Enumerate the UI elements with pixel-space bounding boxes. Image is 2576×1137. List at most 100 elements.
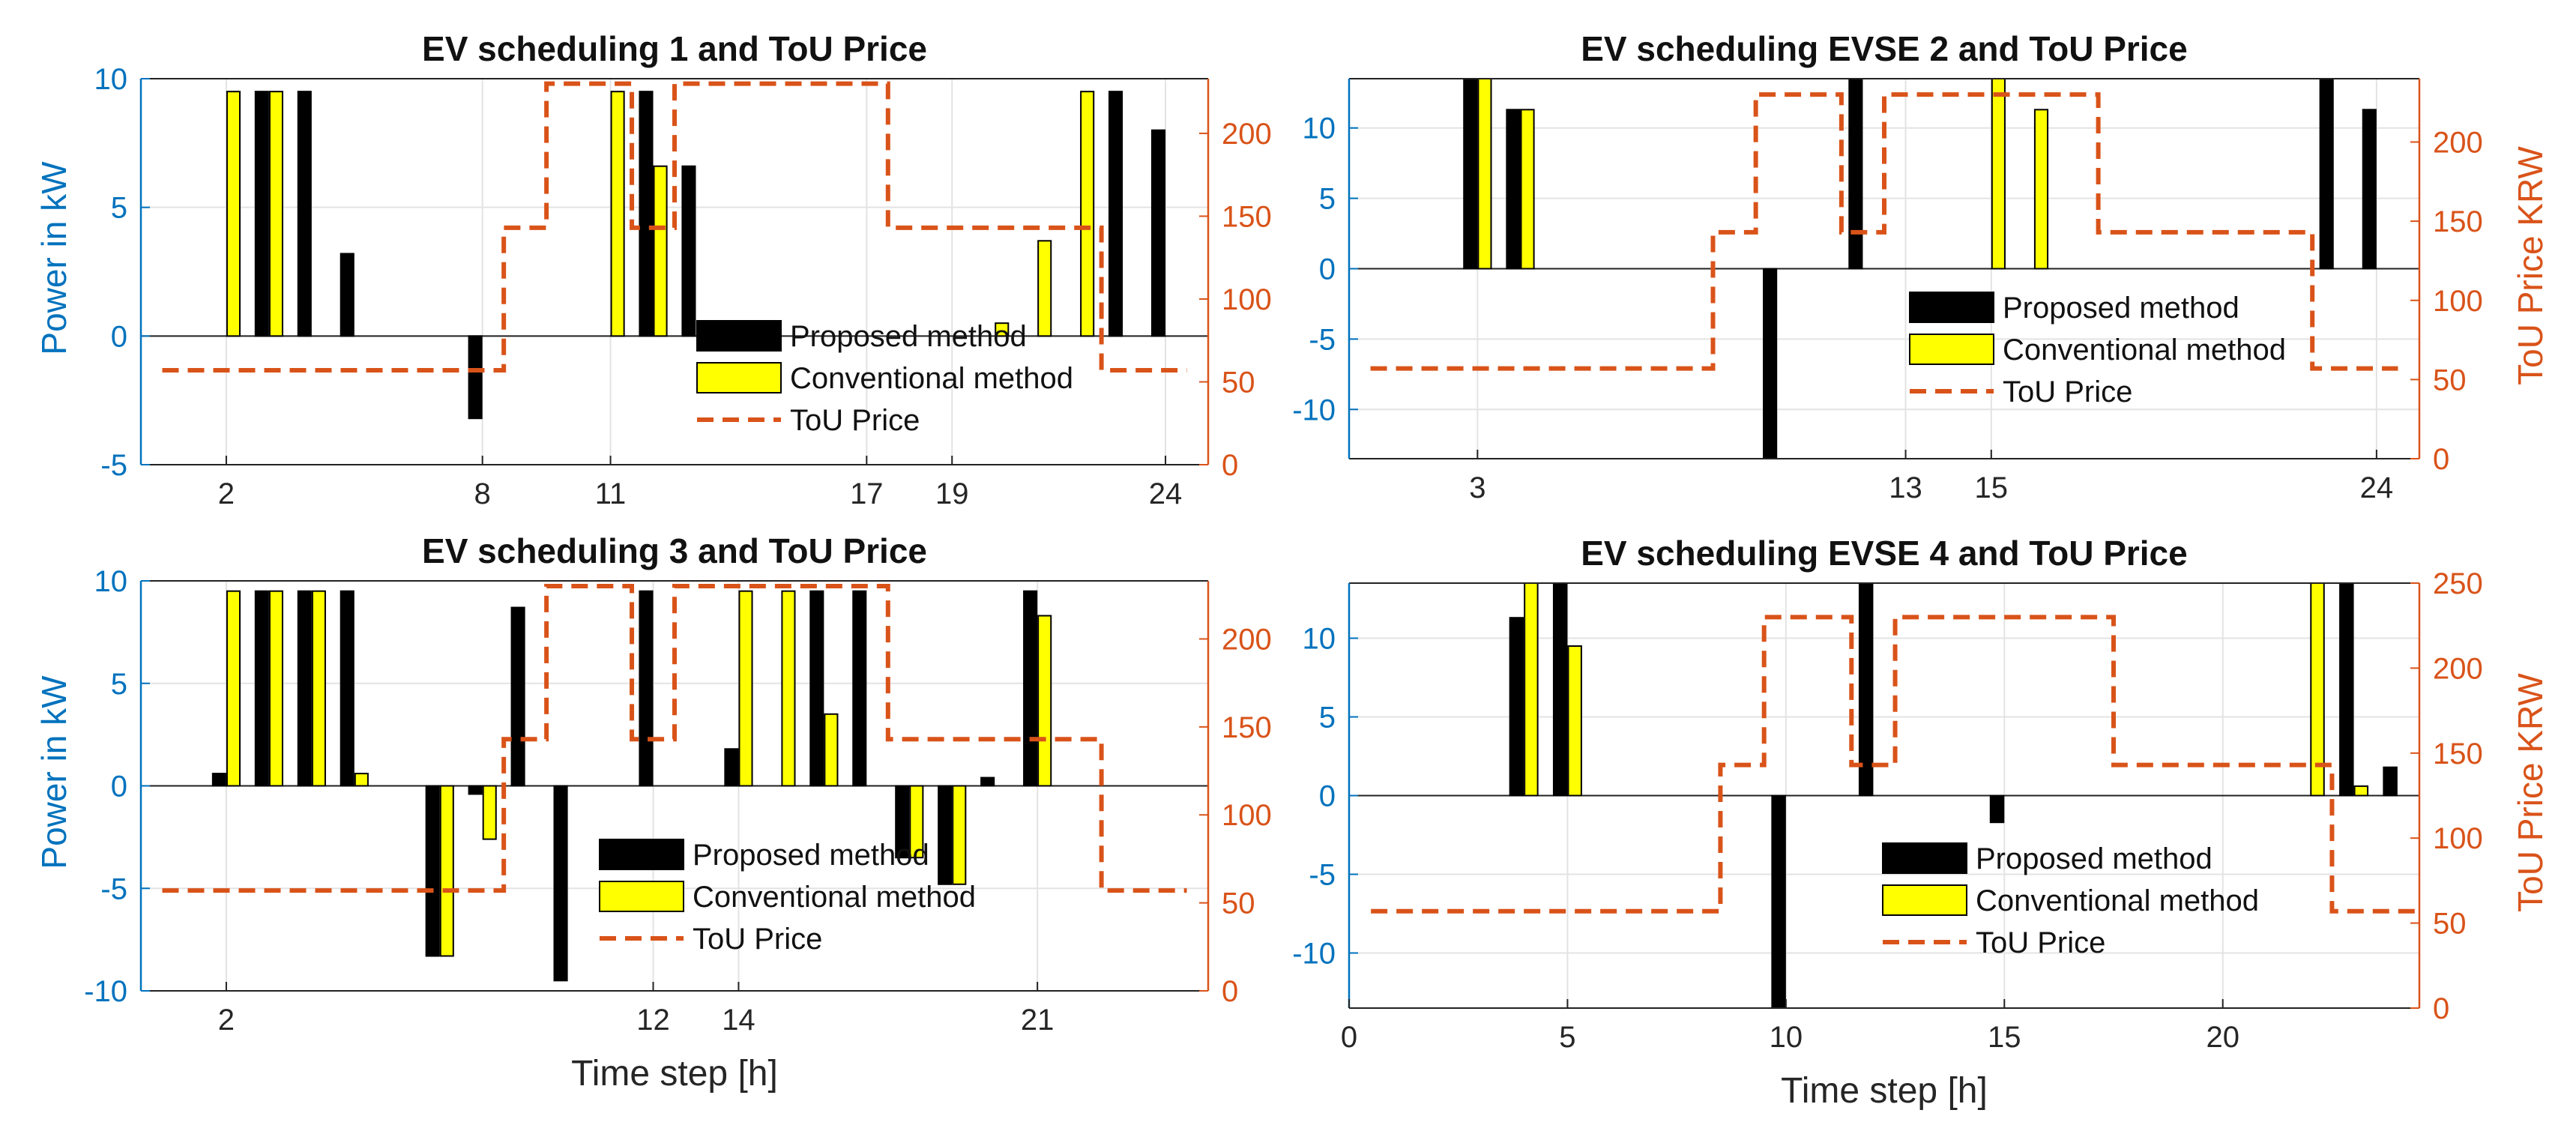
x-tick-label: 21 — [1021, 1004, 1055, 1037]
bar-conventional — [1991, 78, 2006, 270]
x-axis-label: Time step [h] — [571, 1054, 778, 1094]
y-right-tick-label: 100 — [1222, 799, 1272, 832]
legend: Proposed method Conventional method ToU Pr… — [599, 839, 976, 956]
y-right-tick-label: 100 — [2433, 822, 2483, 855]
y-right-tick-label: 250 — [2433, 567, 2483, 600]
x-tick-label: 5 — [1559, 1021, 1575, 1054]
legend-proposed-label: Proposed method — [1976, 842, 2212, 875]
x-tick-label: 2 — [218, 477, 235, 510]
y-right-tick-label: 200 — [2433, 652, 2483, 685]
y-right-tick-label: 150 — [2433, 205, 2483, 238]
y-right-tick-label: 50 — [1222, 366, 1255, 399]
bar-conventional — [1037, 240, 1052, 337]
bar-conventional — [226, 91, 241, 337]
y-right-axis-label: ToU Price KRW — [2511, 146, 2550, 385]
bar-conventional — [439, 785, 454, 957]
legend-conventional-swatch — [696, 362, 782, 393]
x-tick-label: 10 — [1770, 1021, 1803, 1054]
legend-conventional-label: Conventional method — [693, 881, 976, 914]
y-tick-label: -10 — [84, 975, 127, 1008]
x-tick-label: 14 — [722, 1004, 755, 1037]
x-tick-label: 12 — [636, 1004, 670, 1037]
y-tick-label: -5 — [1309, 323, 1336, 356]
y-right-tick-label: 50 — [2433, 908, 2467, 941]
bar-proposed — [1150, 129, 1166, 337]
y-tick-label: 10 — [1303, 623, 1336, 656]
bar-proposed — [1463, 78, 1478, 270]
bar-proposed — [510, 606, 525, 787]
legend-conventional-label: Conventional method — [1976, 884, 2259, 917]
legend-tou-price-label: ToU Price — [693, 923, 822, 956]
legend-proposed-label: Proposed method — [790, 320, 1027, 353]
bar-proposed — [1763, 268, 1778, 459]
bar-proposed — [254, 590, 269, 787]
bar-proposed — [425, 785, 440, 957]
x-tick-label: 11 — [595, 477, 627, 510]
bar-proposed — [211, 773, 226, 787]
x-tick-label: 2 — [218, 1004, 235, 1037]
legend: Proposed method Conventional method ToU Pr… — [696, 320, 1073, 437]
legend-conventional-label: Conventional method — [2003, 334, 2286, 367]
bar-conventional — [824, 713, 839, 787]
bar-proposed — [1108, 91, 1123, 337]
y-right-axis-label: ToU Price KRW — [2511, 673, 2550, 912]
x-tick-label: 24 — [2360, 471, 2394, 504]
bar-conventional — [482, 785, 497, 840]
bar-proposed — [724, 748, 739, 787]
y-right-tick-label: 200 — [1222, 623, 1272, 656]
bar-conventional — [268, 91, 283, 337]
bar-conventional — [1037, 615, 1052, 787]
legend-proposed-swatch — [1882, 842, 1967, 874]
bar-conventional — [1520, 109, 1535, 270]
y-tick-label: 0 — [1319, 253, 1336, 286]
y-tick-label: -5 — [100, 872, 127, 905]
bar-proposed — [468, 785, 483, 795]
x-tick-label: 15 — [1988, 1021, 2021, 1054]
legend-tou-price-label: ToU Price — [1976, 926, 2105, 959]
legend: Proposed method Conventional method ToU Pr… — [1909, 292, 2286, 408]
legend-tou-price-label: ToU Price — [2003, 376, 2132, 408]
y-tick-label: 10 — [94, 63, 128, 96]
legend-proposed-swatch — [599, 839, 684, 870]
y-tick-label: 10 — [94, 565, 128, 598]
y-right-tick-label: 0 — [1222, 975, 1238, 1008]
bar-conventional — [226, 590, 241, 787]
legend-proposed-label: Proposed method — [2003, 292, 2239, 325]
bar-proposed — [980, 776, 995, 787]
tou-price-line — [162, 81, 1187, 373]
bar-proposed — [895, 785, 910, 859]
x-tick-label: 24 — [1149, 477, 1183, 510]
bar-conventional — [781, 590, 796, 787]
y-right-tick-label: 150 — [2433, 738, 2483, 770]
bar-proposed — [2383, 766, 2398, 797]
bar-proposed — [254, 91, 269, 337]
bar-conventional — [653, 165, 668, 337]
x-tick-label: 8 — [474, 477, 491, 510]
bar-conventional — [1567, 645, 1582, 797]
bar-proposed — [297, 590, 312, 787]
bar-conventional — [610, 91, 625, 337]
y-right-tick-label: 50 — [2433, 364, 2467, 396]
bar-conventional — [2033, 109, 2049, 270]
bar-proposed — [639, 91, 654, 337]
bar-proposed — [2362, 109, 2377, 270]
y-tick-label: 0 — [1319, 780, 1336, 813]
bar-conventional — [1477, 78, 1492, 270]
chart-title: EV scheduling EVSE 2 and ToU Price — [1581, 29, 2187, 68]
y-axis-label: Power in kW — [34, 675, 73, 869]
bar-proposed — [553, 785, 568, 982]
y-right-tick-label: 50 — [1222, 887, 1255, 920]
x-tick-label: 17 — [850, 477, 884, 510]
bar-conventional — [1524, 582, 1539, 797]
legend-tou-price-label: ToU Price — [790, 404, 920, 437]
bar-proposed — [1552, 582, 1568, 797]
bar-proposed — [639, 590, 654, 787]
legend-proposed-label: Proposed method — [693, 839, 929, 872]
y-tick-label: 5 — [1319, 702, 1336, 735]
y-tick-label: -5 — [1309, 859, 1336, 892]
chart-title: EV scheduling EVSE 4 and ToU Price — [1581, 534, 2187, 573]
y-tick-label: 0 — [111, 320, 127, 353]
